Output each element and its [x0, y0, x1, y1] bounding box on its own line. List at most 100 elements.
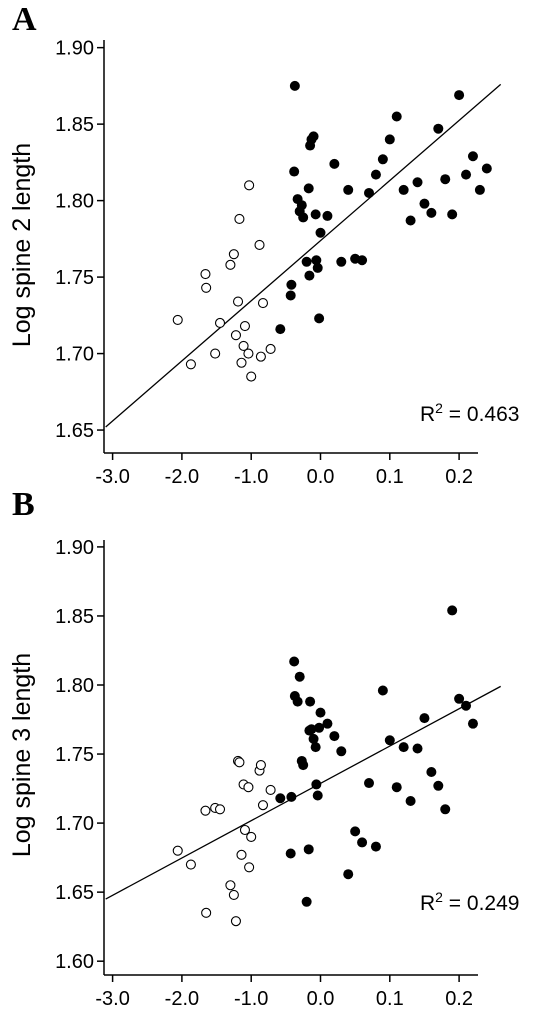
filled-point [298, 760, 309, 771]
panel-a-y-tick-label: 1.90 [55, 38, 94, 60]
filled-point [296, 200, 307, 211]
panel-a-y-axis-title: Log spine 2 length [8, 143, 36, 347]
open-point [230, 916, 242, 927]
open-point [172, 314, 183, 325]
filled-point [454, 90, 465, 101]
filled-point [306, 724, 317, 735]
filled-point [419, 198, 430, 209]
filled-point [286, 791, 297, 802]
panel-a-y-tick-label: 1.80 [55, 191, 94, 213]
open-point [210, 348, 221, 359]
open-point [185, 359, 196, 370]
filled-point [311, 255, 322, 266]
panel-a-x-tick-label: 0.1 [376, 466, 404, 485]
panel-a-y-tick-label: 1.65 [55, 420, 94, 442]
open-point [214, 804, 226, 815]
filled-point [310, 209, 321, 220]
filled-point [289, 80, 300, 91]
panel-b-x-tick-label: 0.0 [307, 988, 335, 1010]
filled-point [419, 713, 430, 724]
panel-a-x-tick-label: 0.0 [307, 466, 335, 485]
filled-point [315, 707, 326, 718]
panel-b-label: B [12, 486, 35, 523]
filled-point [322, 210, 333, 221]
filled-point [461, 700, 472, 711]
panel-b-y-tick-label: 1.75 [55, 744, 94, 766]
filled-point [311, 779, 322, 790]
open-point [257, 800, 269, 811]
panel-a-y-tick-label: 1.85 [55, 114, 94, 136]
filled-point [391, 782, 402, 793]
panel-b-x-tick-label: -1.0 [234, 988, 268, 1010]
panel-b-y-tick-label: 1.65 [55, 882, 94, 904]
filled-point [285, 848, 296, 859]
panel-a-r-squared: R2 = 0.463 [420, 400, 519, 426]
open-point [243, 348, 254, 359]
open-point [244, 862, 255, 873]
filled-point [336, 746, 347, 757]
filled-point [412, 177, 423, 188]
filled-point [440, 804, 451, 815]
filled-point [364, 187, 375, 198]
filled-point [286, 279, 297, 290]
filled-point [303, 844, 314, 855]
filled-point [426, 207, 437, 218]
panel-a-x-tick-label: -2.0 [165, 466, 199, 485]
filled-point [481, 163, 492, 174]
open-point [246, 371, 257, 382]
filled-point [364, 778, 375, 789]
filled-point [433, 123, 444, 134]
filled-point [303, 183, 314, 194]
filled-point [305, 696, 316, 707]
open-point [239, 320, 251, 332]
filled-point [370, 841, 381, 852]
open-point [265, 784, 276, 796]
filled-point [285, 290, 296, 301]
open-point [232, 296, 244, 307]
filled-point [405, 215, 416, 226]
filled-point [370, 169, 381, 180]
open-point [214, 317, 226, 329]
open-point [238, 340, 249, 351]
filled-point [289, 166, 300, 177]
filled-point [289, 656, 300, 667]
panel-a-x-tick-label: 0.2 [445, 466, 473, 485]
open-point [243, 782, 254, 793]
filled-point [292, 696, 303, 707]
panel-b-y-tick-label: 1.90 [55, 537, 94, 559]
panel-b-chart: B 1.60 1.65 1.70 1.75 1.80 1.85 1.90 -3.0 -2.0 -1.… [8, 486, 519, 1010]
filled-point [312, 262, 323, 273]
filled-point [315, 227, 326, 238]
filled-point [275, 793, 286, 804]
filled-point [329, 158, 340, 169]
open-point [201, 282, 212, 293]
filled-point [377, 154, 388, 165]
open-point [246, 831, 257, 842]
filled-point [426, 767, 437, 777]
filled-point [467, 151, 478, 162]
open-point [201, 907, 212, 918]
open-point [225, 880, 236, 891]
filled-point [312, 790, 323, 801]
filled-point [440, 174, 451, 185]
panel-b-x-tick-label: -3.0 [95, 988, 129, 1010]
filled-point [314, 722, 325, 733]
panel-a-y-tick-label: 1.75 [55, 267, 94, 289]
filled-point [304, 270, 315, 281]
panel-a-regression-line [105, 83, 502, 428]
filled-point [308, 733, 319, 744]
filled-point [461, 169, 472, 180]
open-point [172, 845, 183, 856]
open-point [265, 343, 276, 355]
panel-b-y-tick-label: 1.80 [55, 675, 94, 697]
open-point [230, 330, 242, 341]
open-point [228, 889, 239, 900]
panel-b-x-tick-label: -2.0 [165, 988, 199, 1010]
panel-b-x-tick-label: 0.1 [376, 988, 404, 1010]
open-point [200, 805, 211, 816]
filled-point [433, 780, 444, 791]
filled-point [322, 718, 333, 729]
filled-point [391, 111, 402, 122]
filled-point [384, 735, 395, 746]
open-point [239, 824, 251, 836]
